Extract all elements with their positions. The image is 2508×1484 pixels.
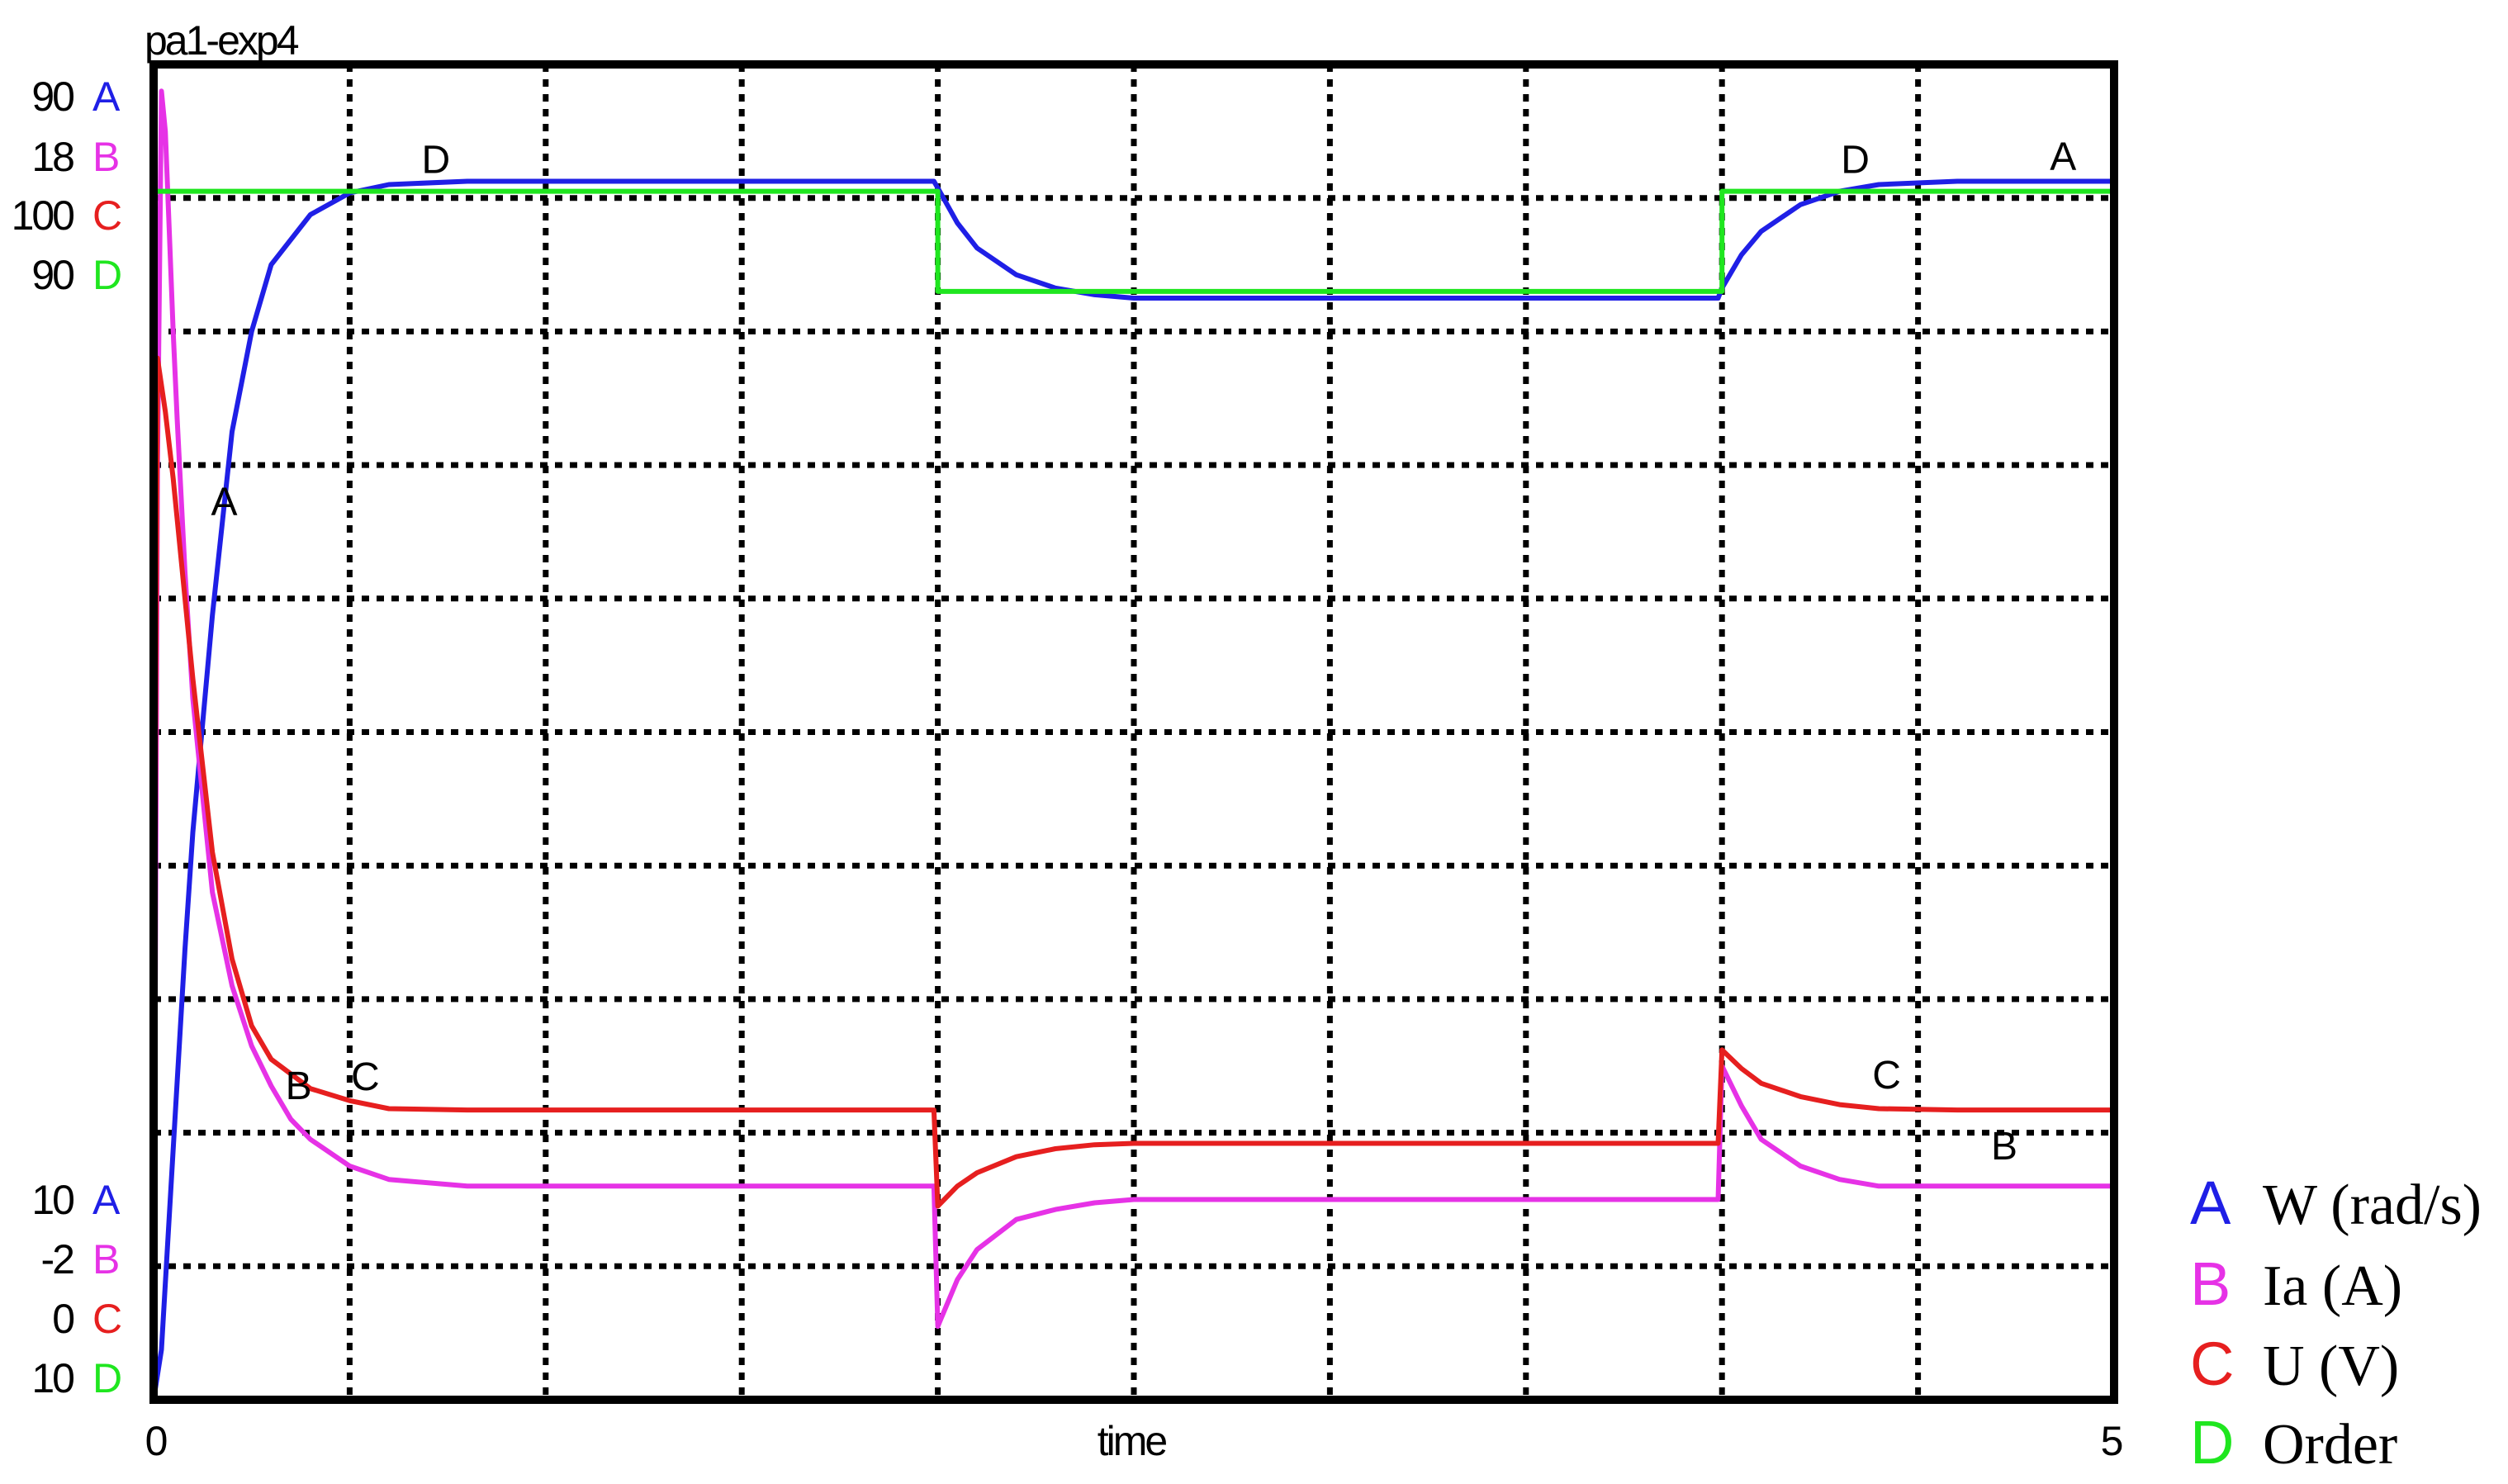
y-axis-max-series-letter-c: C — [92, 192, 121, 239]
y-axis-max-label-c: 100 — [12, 192, 74, 239]
chart-title: pa1-exp4 — [145, 17, 299, 64]
y-axis-min-series-letter-d: D — [92, 1355, 121, 1401]
series-line-d — [154, 188, 2114, 294]
curve-label-c: C — [351, 1055, 380, 1099]
series-line-b — [151, 88, 2114, 1401]
y-axis-min-series-letter-b: B — [92, 1236, 118, 1282]
plot-frame — [149, 60, 2118, 1404]
y-axis-max-series-letter-a: A — [92, 73, 121, 120]
y-axis-max-label-a: 90 — [31, 73, 73, 120]
y-axis-min-series-letter-a: A — [92, 1177, 121, 1223]
y-axis-min-label-c: 0 — [52, 1296, 73, 1342]
curve-label-b: B — [1991, 1125, 2017, 1169]
legend-letter-a: A — [2190, 1169, 2231, 1237]
curve-label-d: D — [1841, 138, 1870, 182]
legend-item-a: A W (rad/s) — [2190, 1169, 2482, 1237]
x-tick-label-end: 5 — [2101, 1418, 2122, 1464]
y-axis-max-series-letter-b: B — [92, 134, 118, 180]
legend-label-d: Order — [2263, 1413, 2397, 1477]
legend-label-a: W (rad/s) — [2263, 1173, 2482, 1237]
curve-label-b: B — [286, 1064, 312, 1108]
legend-letter-d: D — [2190, 1408, 2234, 1477]
curve-label-a: A — [211, 481, 237, 524]
y-axis-min-label-d: 10 — [31, 1355, 73, 1401]
series-line-a — [151, 178, 2114, 1401]
y-axis-max-series-letter-d: D — [92, 252, 121, 298]
y-axis-min-label-b: -2 — [41, 1236, 74, 1282]
curve-label-d: D — [422, 138, 451, 182]
y-axis-min-label-a: 10 — [31, 1177, 73, 1223]
legend-label-c: U (V) — [2263, 1335, 2399, 1398]
legend-item-d: D Order — [2190, 1408, 2397, 1477]
y-axis-min-series-letter-c: C — [92, 1296, 121, 1342]
series-line-c — [151, 355, 2114, 1401]
y-axis-max-label-d: 90 — [31, 252, 73, 298]
legend-letter-b: B — [2190, 1249, 2231, 1318]
legend-item-b: B Ia (A) — [2190, 1249, 2402, 1318]
x-axis-label: time — [1098, 1418, 1167, 1464]
legend-item-c: C U (V) — [2190, 1330, 2399, 1398]
curve-label-a: A — [2050, 135, 2076, 178]
curve-label-c: C — [1872, 1054, 1901, 1098]
x-tick-label-start: 0 — [145, 1418, 167, 1464]
legend-label-b: Ia (A) — [2263, 1254, 2402, 1318]
legend-letter-c: C — [2190, 1330, 2234, 1398]
y-axis-max-label-b: 18 — [31, 134, 73, 180]
